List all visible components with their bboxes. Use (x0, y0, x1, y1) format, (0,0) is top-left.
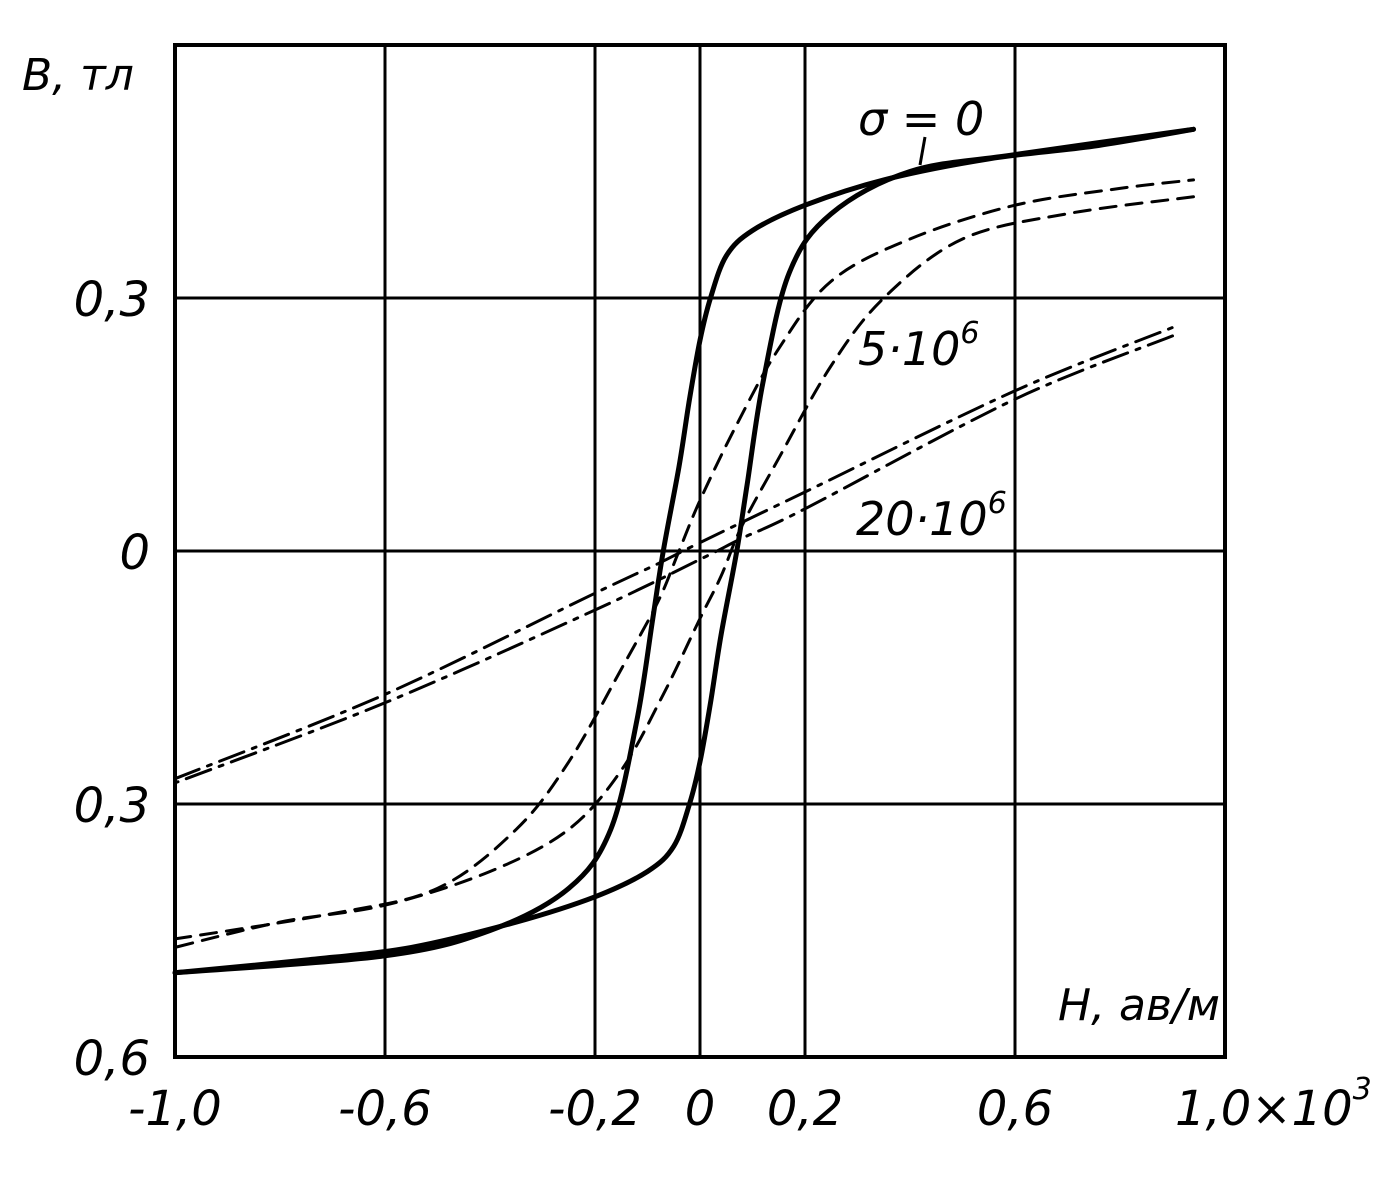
x-tick-label: -1,0 (128, 1081, 222, 1137)
series-0 (172, 126, 1196, 976)
x-tick-label-base: 1,0×10 (1175, 1081, 1353, 1137)
y-axis-label: B, тл (22, 50, 134, 101)
series-label-sigma-0-leader (918, 136, 927, 166)
x-tick-label: 1,0×103 (1175, 1072, 1372, 1137)
series-label-5e6-base: 5·10 (858, 322, 960, 376)
x-tick-label: 0 (685, 1081, 716, 1137)
y-tick-label: 0,3 (74, 272, 150, 328)
x-axis-label: H, aв/м (1058, 980, 1220, 1031)
y-tick-label: 0,3 (74, 778, 150, 834)
plot-frame (173, 43, 1227, 1059)
x-tick-label: -0,6 (338, 1081, 432, 1137)
x-tick-labels: -1,0 -0,6 -0,2 0 0,2 0,6 1,0×103 (128, 1072, 1372, 1137)
x-tick-label: 0,6 (977, 1081, 1053, 1137)
series-label-20e6: 20·106 (856, 486, 1007, 546)
series-label-5e6-exp: 6 (960, 316, 979, 351)
series-label-20e6-exp: 6 (988, 486, 1007, 521)
series-label-5e6: 5·106 (858, 316, 980, 376)
series-2-branch-ascending (173, 326, 1174, 781)
series-1-branch-descending (173, 195, 1195, 949)
series-1 (173, 178, 1195, 949)
series-label-sigma-0: σ = 0 (858, 92, 984, 146)
x-tick-label: -0,2 (548, 1081, 642, 1137)
y-tick-labels: 0,3 0 0,3 0,6 (74, 272, 150, 1087)
y-tick-label: 0 (119, 525, 150, 581)
series-2 (173, 326, 1174, 785)
series-label-20e6-base: 20·10 (856, 492, 988, 546)
x-tick-label: 0,2 (767, 1081, 843, 1137)
series-1-branch-ascending (173, 178, 1195, 941)
series-group (172, 126, 1196, 976)
series-0-branch-descending (172, 126, 1196, 976)
y-tick-label: 0,6 (74, 1031, 150, 1087)
series-2-branch-descending (173, 334, 1174, 785)
x-tick-label-exponent: 3 (1353, 1072, 1372, 1107)
plot-border (173, 43, 1227, 1059)
